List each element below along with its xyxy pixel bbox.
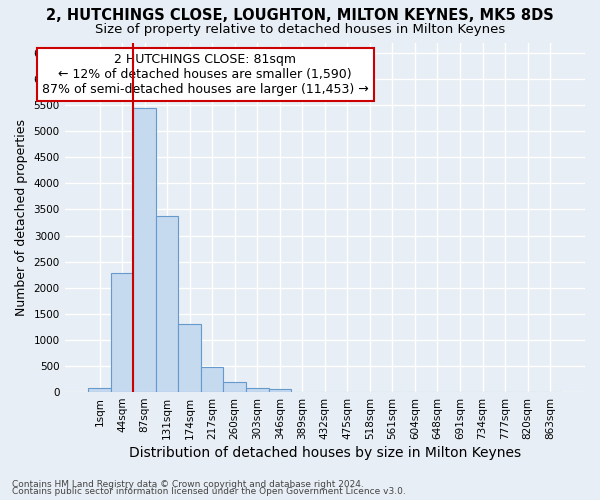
X-axis label: Distribution of detached houses by size in Milton Keynes: Distribution of detached houses by size … — [129, 446, 521, 460]
Bar — [133, 108, 156, 392]
Bar — [201, 368, 223, 392]
Y-axis label: Number of detached properties: Number of detached properties — [15, 119, 28, 316]
Text: Contains public sector information licensed under the Open Government Licence v3: Contains public sector information licen… — [12, 487, 406, 496]
Bar — [156, 216, 178, 392]
Text: 2, HUTCHINGS CLOSE, LOUGHTON, MILTON KEYNES, MK5 8DS: 2, HUTCHINGS CLOSE, LOUGHTON, MILTON KEY… — [46, 8, 554, 22]
Bar — [223, 382, 246, 392]
Text: 2 HUTCHINGS CLOSE: 81sqm
← 12% of detached houses are smaller (1,590)
87% of sem: 2 HUTCHINGS CLOSE: 81sqm ← 12% of detach… — [42, 53, 368, 96]
Bar — [88, 388, 111, 392]
Bar — [269, 389, 291, 392]
Bar — [246, 388, 269, 392]
Text: Contains HM Land Registry data © Crown copyright and database right 2024.: Contains HM Land Registry data © Crown c… — [12, 480, 364, 489]
Bar — [178, 324, 201, 392]
Text: Size of property relative to detached houses in Milton Keynes: Size of property relative to detached ho… — [95, 22, 505, 36]
Bar — [111, 272, 133, 392]
